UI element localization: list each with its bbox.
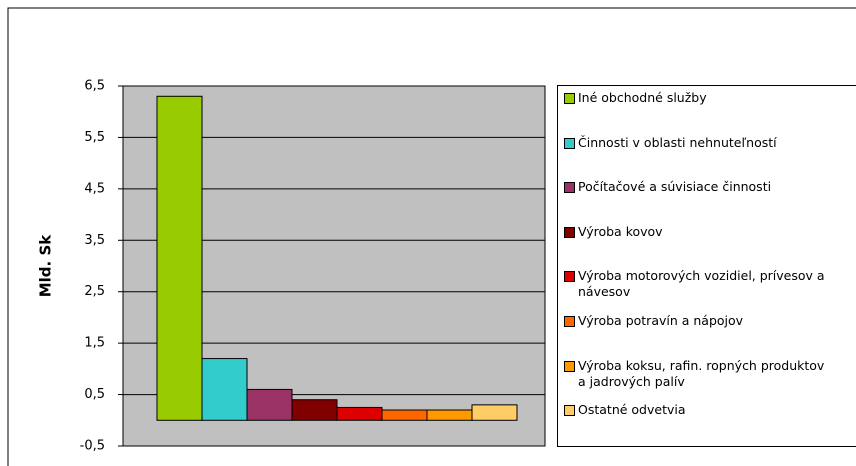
legend-swatch [564, 137, 575, 149]
legend-label: Počítačové a súvisiace činnosti [578, 179, 772, 195]
legend-item: Výroba kovov [564, 224, 834, 240]
legend-item: Ostatné odvetvia [564, 402, 834, 418]
bar [156, 95, 203, 421]
legend-item: Výroba motorových vozidiel, prívesov a n… [564, 268, 834, 300]
legend-label: Ostatné odvetvia [578, 402, 686, 418]
legend-label: Iné obchodné služby [578, 90, 707, 105]
legend-swatch [564, 360, 575, 372]
legend-swatch [564, 182, 575, 194]
legend-label: Výroba kovov [578, 223, 663, 239]
y-tick-label: 3,5 [84, 233, 105, 248]
y-tick-label: -0,5 [80, 439, 105, 454]
bar [471, 404, 518, 421]
y-tick-label: 4,5 [84, 181, 105, 196]
y-tick-label: 6,5 [84, 79, 105, 94]
bar [201, 358, 248, 421]
y-tick-label: 2,5 [84, 284, 105, 299]
legend-label: Činnosti v oblasti nehnuteľností [578, 134, 777, 150]
legend: Iné obchodné služby Činnosti v oblasti ne… [557, 85, 856, 447]
legend-item: Výroba potravín a nápojov [564, 313, 834, 329]
y-axis-label: Mld. Sk [37, 234, 55, 298]
legend-label: Výroba motorových vozidiel, prívesov a n… [578, 268, 825, 300]
legend-swatch [564, 271, 575, 283]
legend-item: Činnosti v oblasti nehnuteľností [564, 135, 834, 151]
legend-swatch [564, 316, 575, 327]
legend-item: Počítačové a súvisiace činnosti [564, 179, 834, 195]
bar [426, 409, 473, 421]
legend-label: Výroba koksu, rafin. ropných produktov a… [578, 357, 825, 389]
legend-swatch [564, 226, 575, 238]
legend-label: Výroba potravín a nápojov [578, 313, 744, 328]
legend-swatch [564, 93, 575, 104]
y-tick-label: 0,5 [84, 387, 105, 402]
bar [246, 388, 293, 421]
y-tick-label: 5,5 [84, 130, 105, 145]
legend-item: Výroba koksu, rafin. ropných produktov a… [564, 358, 834, 390]
bar [381, 409, 428, 421]
y-tick-label: 1,5 [84, 336, 105, 351]
bar [336, 406, 383, 421]
legend-item: Iné obchodné služby [564, 90, 834, 106]
legend-swatch [564, 405, 575, 417]
bar [291, 399, 338, 421]
